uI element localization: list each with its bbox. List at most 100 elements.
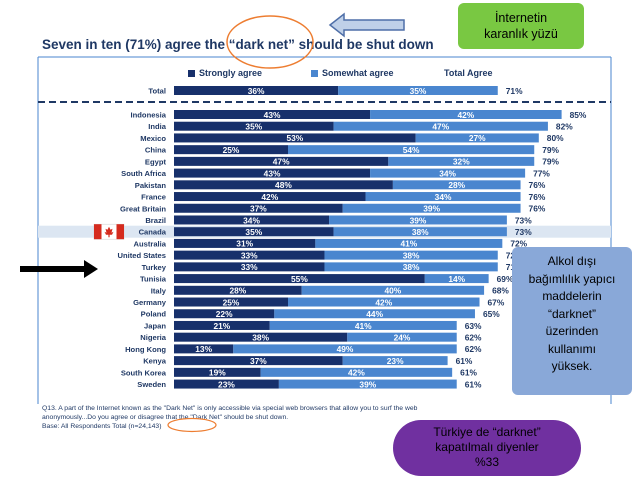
value-somewhat-france: 34% [435, 192, 452, 202]
category-label-south-africa: South Africa [121, 169, 167, 178]
value-strongly-canada: 35% [245, 227, 262, 237]
value-somewhat-india: 47% [432, 122, 449, 132]
value-strongly-hong-kong: 13% [195, 344, 212, 354]
value-somewhat-japan: 41% [355, 321, 372, 331]
category-label-india: India [148, 122, 166, 131]
value-strongly-poland: 22% [216, 309, 233, 319]
value-somewhat-hong-kong: 49% [337, 344, 354, 354]
bar-somewhat-egypt [388, 156, 535, 166]
value-strongly-south-africa: 43% [264, 168, 281, 178]
value-strongly-sweden: 23% [218, 379, 235, 389]
category-label-pakistan: Pakistan [135, 181, 167, 190]
value-somewhat-poland: 44% [366, 309, 383, 319]
callout-green-line-2: karanlık yüzü [484, 27, 558, 41]
value-strongly-turkey: 33% [241, 262, 258, 272]
chart-title: Seven in ten (71%) agree the “dark net” … [42, 37, 434, 52]
bar-strongly-poland [174, 309, 275, 319]
callout-blue: Alkol dışı bağımlılık yapıcı maddelerin … [512, 247, 632, 395]
bar-somewhat-india [333, 121, 548, 131]
sample-size-circle [167, 417, 217, 433]
category-label-germany: Germany [133, 298, 167, 307]
value-total-brazil: 73% [515, 215, 532, 225]
value-somewhat-sweden: 39% [359, 379, 376, 389]
bar-strongly-turkey [174, 262, 325, 272]
value-strongly-indonesia: 43% [264, 110, 281, 120]
value-total-france: 76% [529, 192, 546, 202]
category-label-kenya: Kenya [143, 357, 167, 366]
value-somewhat-total: 35% [410, 86, 427, 96]
bar-strongly-japan [174, 320, 270, 330]
value-total-canada: 73% [515, 227, 532, 237]
value-total-kenya: 61% [456, 356, 473, 366]
value-total-egypt: 79% [542, 157, 559, 167]
value-total-indonesia: 85% [570, 110, 587, 120]
value-total-tunisia: 69% [497, 274, 514, 284]
value-total-hong-kong: 62% [465, 344, 482, 354]
value-total-great-britain: 76% [529, 204, 546, 214]
value-strongly-australia: 31% [236, 239, 253, 249]
bar-strongly-india [174, 121, 334, 131]
value-total-italy: 68% [492, 286, 509, 296]
category-label-turkey: Turkey [142, 263, 167, 272]
category-label-egypt: Egypt [145, 157, 167, 166]
value-total-japan: 63% [465, 321, 482, 331]
bar-somewhat-south-africa [370, 168, 526, 178]
value-total-india: 82% [556, 122, 573, 132]
value-total-australia: 72% [510, 239, 527, 249]
value-strongly-great-britain: 37% [250, 204, 267, 214]
category-label-hong-kong: Hong Kong [125, 345, 166, 354]
category-label-france: France [141, 193, 166, 202]
value-somewhat-south-africa: 34% [439, 168, 456, 178]
bar-somewhat-china [288, 145, 535, 155]
value-total-south-korea: 61% [460, 368, 477, 378]
value-total-sweden: 61% [465, 379, 482, 389]
category-label-japan: Japan [144, 321, 166, 330]
value-somewhat-nigeria: 24% [394, 332, 411, 342]
category-label-united-states: United States [117, 251, 166, 260]
bar-somewhat-brazil [329, 215, 507, 225]
legend-swatch-somewhat [311, 70, 318, 77]
bar-somewhat-sweden [278, 379, 457, 389]
callout-blue-line-6: kullanımı [547, 341, 597, 356]
bar-strongly-kenya [174, 356, 343, 366]
category-label-sweden: Sweden [137, 380, 166, 389]
bar-strongly-south-korea [174, 367, 261, 377]
value-total-pakistan: 76% [529, 180, 546, 190]
value-somewhat-indonesia: 42% [457, 110, 474, 120]
value-strongly-south-korea: 19% [209, 368, 226, 378]
canada-maple-leaf [104, 226, 114, 238]
value-strongly-united-states: 33% [241, 250, 258, 260]
bar-strongly-pakistan [174, 180, 393, 190]
canada-flag-right-band [116, 224, 124, 240]
value-total-mexico: 80% [547, 133, 564, 143]
left-arrow-icon [328, 12, 405, 38]
callout-blue-line-1: Alkol dışı [547, 254, 597, 268]
bar-somewhat-indonesia [370, 110, 562, 119]
value-somewhat-egypt: 32% [453, 157, 470, 167]
footnote-question-cont: anonymously...Do you agree or disagree t… [42, 414, 289, 421]
bar-somewhat-japan [269, 320, 457, 330]
category-label-australia: Australia [134, 239, 167, 248]
category-label-nigeria: Nigeria [140, 333, 167, 342]
turkey-arrow-icon [20, 260, 98, 278]
bar-strongly-united-states [174, 250, 325, 260]
bar-somewhat-poland [274, 309, 475, 319]
footnote-question: Q13. A part of the Internet known as the… [42, 405, 418, 412]
value-somewhat-germany: 42% [375, 297, 392, 307]
category-label-poland: Poland [141, 310, 167, 319]
value-total-poland: 65% [483, 309, 500, 319]
category-label-great-britain: Great Britain [120, 204, 166, 213]
value-total-south-africa: 77% [533, 168, 550, 178]
callout-blue-line-2: bağımlılık yapıcı [528, 271, 616, 286]
bar-strongly-germany [174, 297, 288, 307]
value-strongly-total: 36% [248, 86, 265, 96]
value-strongly-pakistan: 48% [275, 180, 292, 190]
category-label-total: Total [148, 87, 166, 96]
callout-purple-line-1: Türkiye de “darknet” [433, 425, 541, 439]
value-somewhat-kenya: 23% [387, 356, 404, 366]
bar-strongly-canada [174, 227, 334, 237]
value-strongly-italy: 28% [229, 286, 246, 296]
value-somewhat-turkey: 38% [403, 262, 420, 272]
bar-strongly-egypt [174, 156, 389, 166]
